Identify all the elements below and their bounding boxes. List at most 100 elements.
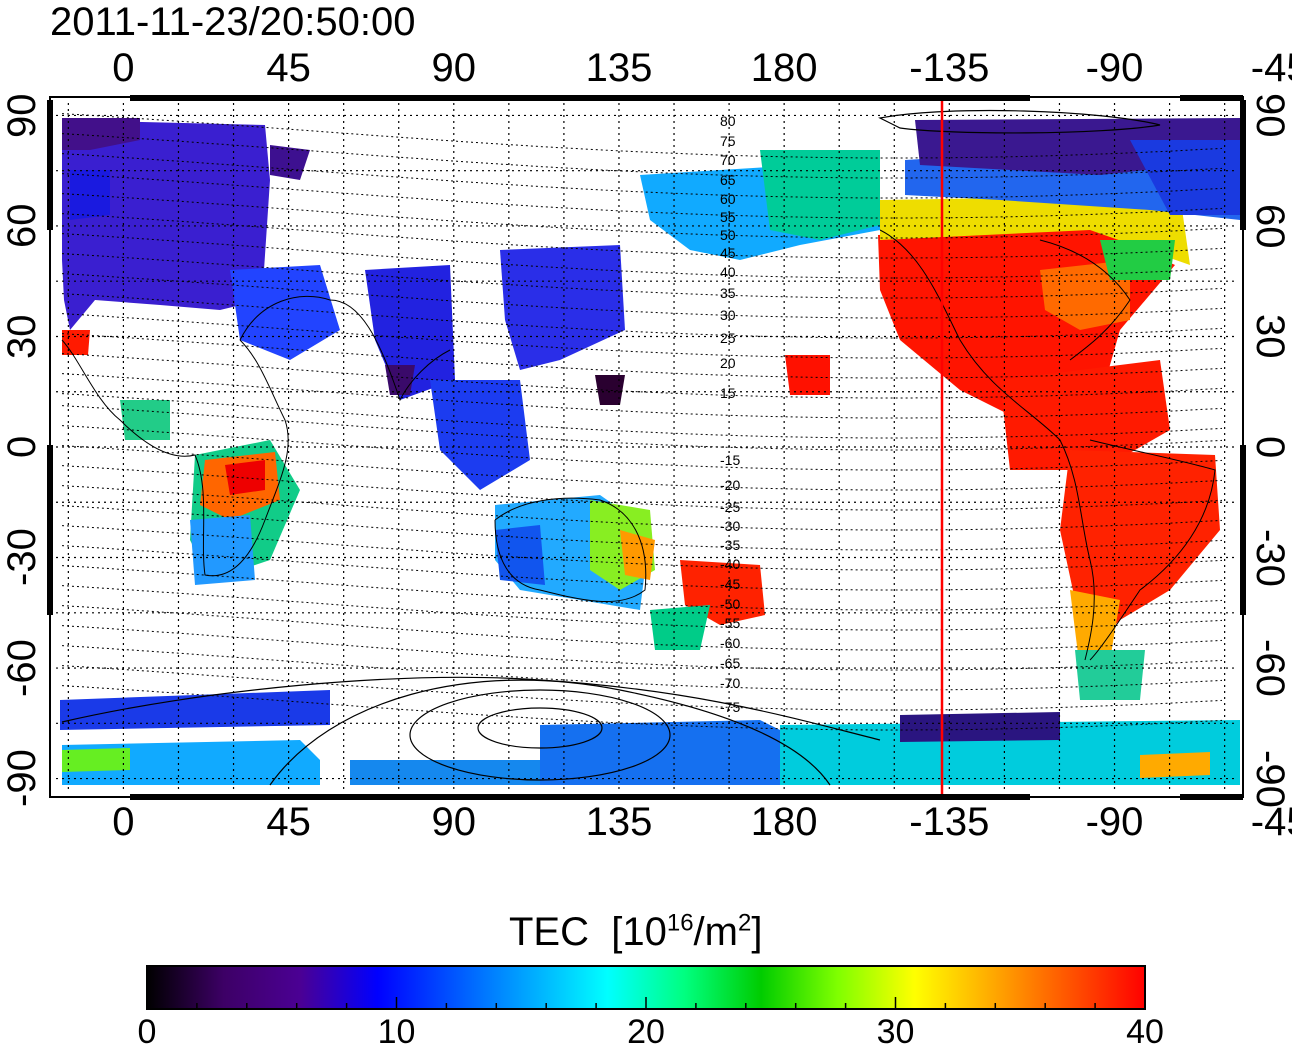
lat-tick-right: 30 <box>1248 314 1292 359</box>
contour-line <box>61 465 1223 511</box>
lat-tick-left: 30 <box>0 314 44 359</box>
tec-patch-antarctic-east2 <box>780 720 1240 785</box>
tec-patch-asia-dark <box>595 375 625 405</box>
lat-tick-right: 0 <box>1248 435 1292 459</box>
contour-line <box>61 313 1223 359</box>
contour-line <box>61 213 1223 259</box>
colorbar-minor-ticks <box>146 997 1146 1009</box>
contour-label: 55 <box>720 209 736 225</box>
tec-patch-greenland <box>1130 140 1240 215</box>
tec-patch-europe-dark <box>62 118 140 150</box>
contour-line <box>61 525 1223 571</box>
contour-label: -55 <box>720 615 740 631</box>
magnetic-latitude-contours <box>61 113 1223 731</box>
lon-tick-bottom: -90 <box>1085 800 1144 844</box>
contour-label: 15 <box>720 385 736 401</box>
lat-tick-left: 90 <box>0 93 44 138</box>
tec-patch-nz-trail <box>650 605 710 650</box>
contour-line <box>61 253 1223 299</box>
tec-patch-uk <box>70 170 110 220</box>
contour-label: 80 <box>720 113 736 129</box>
frame-bar-bottom <box>130 794 1030 800</box>
contour-line <box>61 605 1223 651</box>
frame-scale-bars <box>47 95 1246 800</box>
contour-label: 35 <box>720 285 736 301</box>
contour-label: 50 <box>720 227 736 243</box>
contour-line <box>61 585 1223 631</box>
contour-label: -40 <box>720 556 740 572</box>
tec-patch-alaska <box>760 150 880 240</box>
tec-patch-antarctic-orange <box>1140 752 1210 778</box>
tec-patch-antarctic-mid <box>350 760 560 785</box>
tec-patch-europe <box>62 120 270 330</box>
lat-tick-right: 90 <box>1248 93 1292 138</box>
tec-patch-south-pacific-blue <box>60 690 330 730</box>
frame-bar-right <box>1240 100 1246 230</box>
lat-tick-left: 60 <box>0 203 44 249</box>
contour-label: -75 <box>720 699 740 715</box>
lon-tick-bottom: -45 <box>1250 800 1292 844</box>
tec-patch-antarctic-east <box>540 720 800 785</box>
contour-label: -60 <box>720 635 740 651</box>
tec-patch-west-africa <box>120 400 170 440</box>
colorbar-title: TEC [1016/m2] <box>509 909 763 954</box>
tec-patch-labrador <box>1100 240 1175 280</box>
contour-line <box>61 665 1223 711</box>
lon-tick-top: -45 <box>1250 46 1292 90</box>
tec-patch-middle-east <box>230 265 340 360</box>
lon-tick-bottom: 180 <box>750 800 818 844</box>
contour-line <box>61 333 1223 379</box>
lon-tick-top: -90 <box>1085 46 1144 90</box>
colorbar-tick-label: 20 <box>627 1013 665 1051</box>
tec-patch-antarctic-dark <box>900 712 1060 742</box>
contour-label: -15 <box>720 452 740 468</box>
lon-tick-top: -135 <box>909 46 990 90</box>
tec-patch-central-america <box>1000 360 1170 470</box>
contour-line <box>61 685 1223 731</box>
colorbar-tick-label: 10 <box>377 1013 416 1051</box>
contour-label: 40 <box>720 264 736 280</box>
tec-patch-se-asia <box>430 380 530 490</box>
tec-patch-na-east <box>1040 260 1130 330</box>
lat-tick-left: -30 <box>0 528 44 587</box>
colorbar-tick-label: 0 <box>137 1013 157 1051</box>
contour-label: -70 <box>720 675 740 691</box>
lon-tick-bottom: -135 <box>909 800 990 844</box>
contour-line <box>61 425 1223 471</box>
tec-patch-patagonia <box>1075 650 1145 700</box>
contour-label: -65 <box>720 655 740 671</box>
contour-line <box>61 133 1223 179</box>
lon-tick-top: 90 <box>431 46 477 90</box>
contour-label: -45 <box>720 576 740 592</box>
contour-line <box>61 405 1223 451</box>
lon-tick-top: 0 <box>112 46 135 90</box>
contour-label: -25 <box>720 499 740 515</box>
contour-line <box>61 373 1223 419</box>
lat-tick-right: -60 <box>1248 639 1292 697</box>
lon-tick-bottom: 45 <box>266 800 311 844</box>
contour-line <box>61 173 1223 219</box>
lat-tick-left: 0 <box>0 435 44 459</box>
tec-patch-nw-africa <box>62 330 90 355</box>
contour-line <box>61 273 1223 319</box>
lat-tick-left: -90 <box>0 749 44 808</box>
contour-label: -50 <box>720 596 740 612</box>
tec-patch-sw-africa <box>190 515 255 585</box>
lon-tick-bottom: 90 <box>431 800 477 844</box>
lon-tick-top: 45 <box>266 46 311 90</box>
contour-label: 45 <box>720 245 736 261</box>
colorbar-tick-label: 30 <box>876 1013 915 1051</box>
frame-bar-left <box>47 445 53 615</box>
lat-tick-right: 60 <box>1248 203 1292 249</box>
contour-label: 65 <box>720 172 736 188</box>
contour-line <box>61 445 1223 491</box>
contour-label: 25 <box>720 330 736 346</box>
contour-label: 70 <box>720 152 736 168</box>
lon-tick-bottom: 135 <box>585 800 653 844</box>
contour-line <box>61 233 1223 279</box>
contour-label: -35 <box>720 537 740 553</box>
contour-line <box>61 625 1223 671</box>
tec-patch-africa-core <box>225 460 265 495</box>
lat-tick-left: -60 <box>0 639 44 697</box>
